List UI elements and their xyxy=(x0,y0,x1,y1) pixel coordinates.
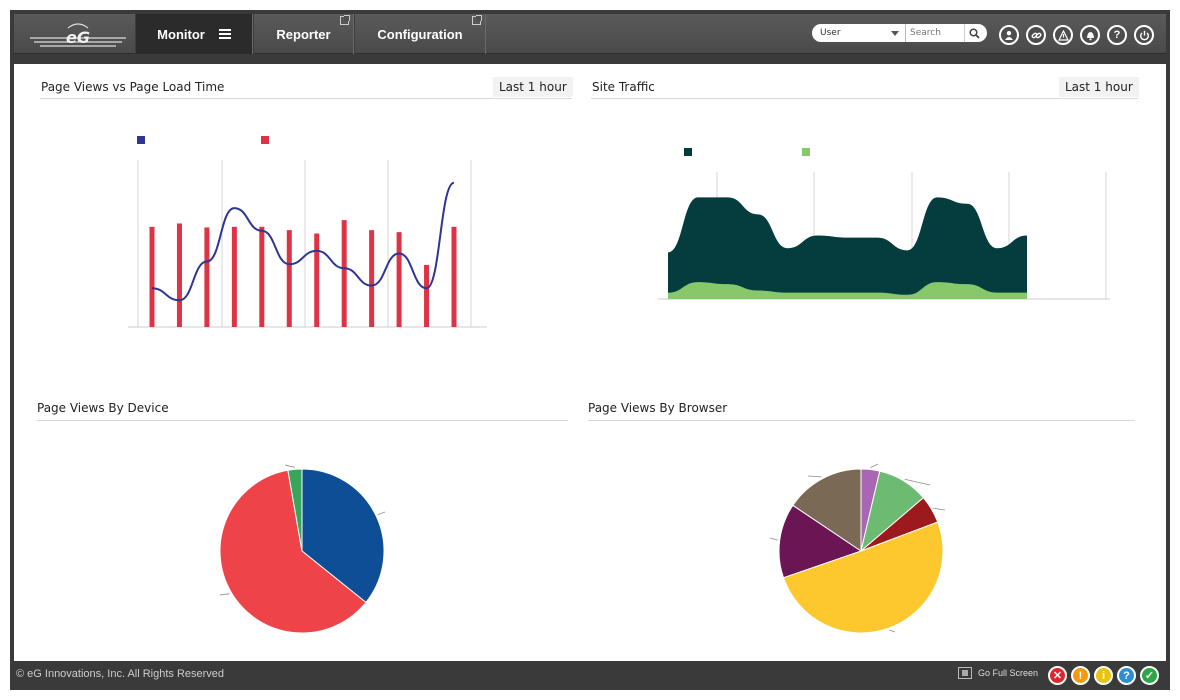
range-selector-pv-plt[interactable]: Last 1 hour xyxy=(493,77,573,97)
nav-configuration-label: Configuration xyxy=(377,26,463,42)
browser-pie-chart xyxy=(769,463,946,634)
panel-title-pv-plt: Page Views vs Page Load Time xyxy=(41,80,225,94)
legend-swatch xyxy=(261,136,269,144)
bar xyxy=(259,226,265,327)
divider xyxy=(588,420,1135,421)
bar xyxy=(424,264,430,327)
bar xyxy=(369,230,375,327)
unknown-icon[interactable]: ? xyxy=(1117,666,1136,685)
device-pie-chart xyxy=(219,464,386,634)
bar xyxy=(149,226,155,327)
pie-leader-line xyxy=(904,478,931,486)
pie-slice xyxy=(782,521,944,634)
panel-title-device: Page Views By Device xyxy=(37,401,169,415)
user-search-box: User xyxy=(812,24,987,42)
divider xyxy=(40,98,572,99)
major-icon[interactable]: ! xyxy=(1071,666,1090,685)
help-icon[interactable]: ? xyxy=(1107,25,1127,45)
panel-title-browser: Page Views By Browser xyxy=(588,401,728,415)
divider xyxy=(591,98,1138,99)
pie-leader-line xyxy=(870,463,879,468)
range-selector-traffic[interactable]: Last 1 hour xyxy=(1059,77,1139,97)
site-traffic-chart xyxy=(658,148,1110,300)
pie-leader-line xyxy=(933,507,946,511)
area-error-page-views xyxy=(668,282,1027,299)
external-link-icon xyxy=(472,15,482,25)
pie-slice xyxy=(792,468,862,552)
fullscreen-label: Go Full Screen xyxy=(978,668,1039,678)
pie-leader-line xyxy=(219,593,230,596)
dashboard-content xyxy=(14,64,1166,661)
bar xyxy=(314,233,320,327)
bar xyxy=(176,223,182,327)
menu-icon[interactable] xyxy=(218,27,231,41)
search-icon[interactable] xyxy=(964,24,984,42)
bar xyxy=(451,226,457,327)
copyright-text: © eG Innovations, Inc. All Rights Reserv… xyxy=(16,668,225,680)
bar xyxy=(231,226,237,327)
nav-monitor[interactable]: Monitor xyxy=(135,14,253,54)
bar xyxy=(286,230,292,327)
legend-swatch xyxy=(684,148,692,156)
eg-logo[interactable]: eG xyxy=(28,18,128,50)
top-bar: eG Monitor Reporter Configuration User ? xyxy=(14,14,1166,54)
user-icon[interactable] xyxy=(999,25,1019,45)
panel-title-traffic: Site Traffic xyxy=(592,80,655,94)
pie-slice xyxy=(301,468,385,604)
bar xyxy=(204,227,210,327)
minor-icon[interactable]: i xyxy=(1094,666,1113,685)
pv-vs-plt-chart xyxy=(128,136,487,328)
bar xyxy=(396,232,402,327)
critical-icon[interactable]: ✕ xyxy=(1048,666,1067,685)
series-line xyxy=(151,181,455,302)
external-link-icon xyxy=(340,15,350,25)
area-slow-page-views xyxy=(668,197,1027,299)
pie-slice xyxy=(287,468,303,552)
pie-leader-line xyxy=(889,629,896,633)
logo-text: eG xyxy=(66,28,90,47)
pie-leader-line xyxy=(807,475,822,478)
legend-swatch xyxy=(802,148,810,156)
bar xyxy=(341,220,347,327)
search-input[interactable] xyxy=(906,28,964,38)
power-icon[interactable] xyxy=(1134,25,1154,45)
alert-icon[interactable] xyxy=(1053,25,1073,45)
pie-leader-line xyxy=(377,511,386,516)
divider xyxy=(37,420,568,421)
pie-leader-line xyxy=(769,537,778,541)
normal-icon[interactable]: ✓ xyxy=(1140,666,1159,685)
nav-reporter[interactable]: Reporter xyxy=(253,14,354,54)
fullscreen-icon xyxy=(958,667,972,679)
user-select[interactable]: User xyxy=(812,24,906,42)
nav-reporter-label: Reporter xyxy=(276,26,331,42)
pie-slice xyxy=(219,469,367,634)
link-icon[interactable] xyxy=(1026,25,1046,45)
bell-icon[interactable] xyxy=(1080,25,1100,45)
pie-slice xyxy=(778,504,863,579)
nav-configuration[interactable]: Configuration xyxy=(354,14,486,54)
fullscreen-button[interactable]: Go Full Screen xyxy=(958,667,1038,679)
nav-monitor-label: Monitor xyxy=(157,26,205,42)
legend-swatch xyxy=(137,136,145,144)
user-select-value: User xyxy=(820,28,841,38)
pie-leader-line xyxy=(284,464,295,468)
footer: © eG Innovations, Inc. All Rights Reserv… xyxy=(10,661,1170,690)
